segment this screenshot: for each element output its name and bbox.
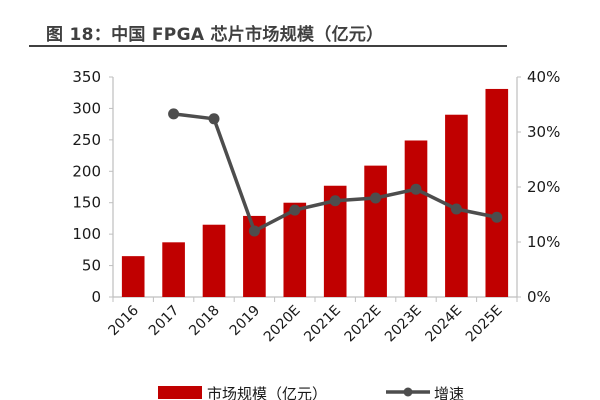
- right-tick-label: 0%: [527, 288, 551, 306]
- legend-bar-label: 市场规模（亿元）: [207, 385, 327, 400]
- x-tick-label: 2023E: [382, 303, 425, 346]
- legend-line-label: 增速: [434, 385, 464, 400]
- left-tick-label: 0: [91, 288, 101, 306]
- bar-2023E: [404, 140, 428, 297]
- growth-marker: [329, 195, 341, 207]
- title-underline: [29, 45, 507, 47]
- right-tick-label: 20%: [527, 178, 560, 196]
- right-tick-label: 30%: [527, 123, 560, 141]
- x-tick-label: 2018: [186, 303, 223, 340]
- legend-bar-swatch: [158, 386, 202, 399]
- x-tick-label: 2017: [146, 303, 183, 340]
- left-tick-label: 200: [72, 162, 101, 180]
- growth-marker: [248, 225, 260, 237]
- left-tick-label: 300: [72, 99, 101, 117]
- x-tick-label: 2019: [227, 303, 264, 340]
- growth-marker: [208, 113, 220, 125]
- bar-2022E: [364, 165, 387, 297]
- left-tick-label: 50: [82, 257, 101, 275]
- bar-2016: [121, 256, 145, 297]
- bar-2018: [202, 224, 226, 297]
- x-tick-label: 2016: [106, 302, 143, 339]
- legend-line-marker: [403, 387, 413, 397]
- bar-2025E: [485, 88, 509, 297]
- growth-marker: [289, 204, 301, 216]
- growth-marker: [491, 211, 503, 223]
- left-tick-label: 250: [72, 131, 101, 149]
- left-tick-label: 100: [72, 225, 101, 243]
- bar-2017: [162, 242, 185, 297]
- bar-2019: [243, 215, 266, 297]
- right-tick-label: 40%: [527, 68, 560, 86]
- x-tick-label: 2025E: [463, 303, 506, 346]
- bar-2020E: [283, 202, 307, 297]
- x-tick-label: 2020E: [261, 303, 304, 346]
- growth-marker: [168, 108, 180, 120]
- bar-2021E: [323, 185, 347, 297]
- growth-marker: [370, 192, 382, 204]
- x-tick-label: 2024E: [422, 303, 465, 346]
- growth-marker: [450, 203, 462, 215]
- right-tick-label: 10%: [527, 233, 560, 251]
- x-tick-label: 2022E: [342, 303, 385, 346]
- chart-title: 图 18：中国 FPGA 芯片市场规模（亿元）: [46, 25, 384, 45]
- growth-marker: [410, 183, 422, 195]
- left-tick-label: 150: [72, 194, 101, 212]
- x-tick-label: 2021E: [301, 303, 344, 346]
- left-tick-label: 350: [72, 68, 101, 86]
